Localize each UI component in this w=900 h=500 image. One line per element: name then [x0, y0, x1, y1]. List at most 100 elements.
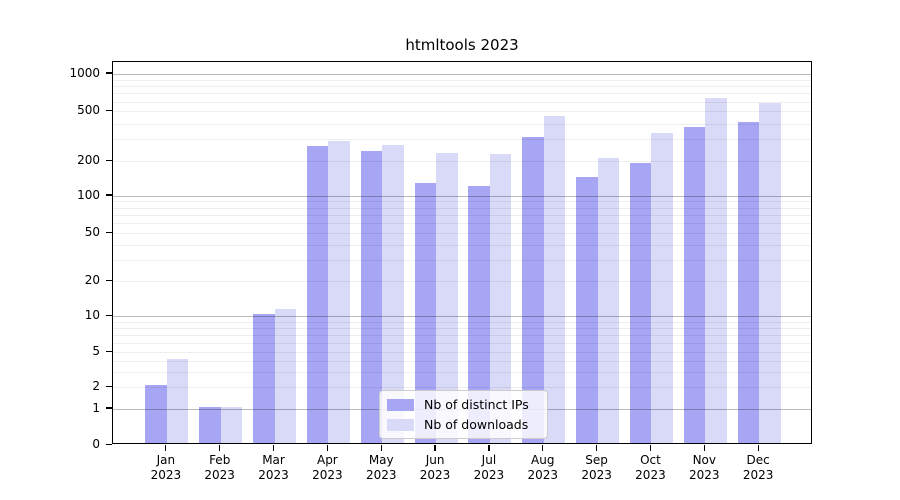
gridline-70	[113, 215, 811, 217]
x-tick-mark	[272, 445, 275, 451]
bar-distinct-ips-dec	[737, 122, 760, 443]
bar-downloads-nov	[705, 97, 727, 443]
y-tick-mark	[106, 314, 112, 316]
x-tick-mark	[488, 445, 490, 451]
gridline-20	[113, 281, 811, 283]
gridline-4	[113, 360, 811, 362]
grid-layer	[113, 62, 811, 443]
legend-row-distinct-ips: Nb of distinct IPs	[387, 397, 539, 412]
bar-distinct-ips-apr	[306, 146, 329, 443]
gridline-500	[113, 111, 811, 113]
gridline-10	[113, 316, 811, 317]
y-tick-mark	[106, 407, 112, 409]
bar-downloads-sep	[597, 158, 620, 443]
gridline-3	[113, 371, 811, 373]
bar-distinct-ips-oct	[629, 163, 652, 443]
y-tick-label-5: 5	[92, 344, 100, 359]
x-tick-label-jul: Jul 2023	[459, 453, 519, 483]
y-tick-mark	[106, 385, 112, 388]
x-tick-label-may: May 2023	[351, 453, 411, 483]
bar-downloads-may	[382, 145, 404, 443]
bar-downloads-dec	[759, 102, 781, 443]
x-tick-year: 2023	[150, 468, 182, 482]
x-tick-label-oct: Oct 2023	[620, 453, 680, 483]
x-tick-label-jan: Jan 2023	[136, 453, 196, 483]
gridline-80	[113, 207, 811, 209]
x-tick-mark	[219, 445, 221, 451]
plot-area: Nb of distinct IPs Nb of downloads	[112, 61, 812, 444]
x-tick-mark	[703, 445, 705, 451]
gridline-900	[113, 79, 811, 81]
gridline-100	[113, 195, 811, 197]
x-tick-mark	[757, 445, 759, 451]
legend-swatch-distinct-ips	[387, 398, 414, 411]
y-tick-mark	[106, 350, 112, 353]
x-tick-year: 2023	[365, 468, 397, 482]
x-tick-mark	[165, 445, 167, 451]
gridline-60	[113, 223, 811, 225]
gridline-7	[113, 334, 811, 336]
y-tick-label-50: 50	[84, 225, 100, 240]
bar-distinct-ips-mar	[253, 314, 275, 443]
chart-title: htmltools 2023	[405, 36, 519, 54]
x-tick-year: 2023	[473, 468, 505, 482]
y-tick-label-2: 2	[92, 379, 100, 394]
bar-distinct-ips-sep	[576, 177, 598, 443]
y-tick-label-1: 1	[92, 400, 100, 415]
y-tick-mark	[106, 159, 112, 162]
gridline-700	[113, 93, 811, 95]
bar-downloads-jan	[166, 358, 189, 443]
y-tick-mark	[106, 72, 112, 74]
bar-downloads-apr	[328, 141, 350, 443]
y-tick-label-20: 20	[84, 273, 100, 288]
legend-label-downloads: Nb of downloads	[424, 417, 529, 432]
bar-distinct-ips-jul	[468, 185, 490, 443]
legend: Nb of distinct IPs Nb of downloads	[379, 390, 548, 439]
bar-distinct-ips-jan	[145, 385, 167, 443]
y-tick-mark	[106, 231, 112, 234]
x-tick-mark	[434, 445, 436, 451]
y-tick-label-0: 0	[92, 437, 100, 451]
bar-downloads-jul	[489, 154, 512, 443]
y-tick-label-1000: 1000	[69, 65, 100, 80]
y-tick-label-100: 100	[77, 187, 100, 202]
y-tick-label-500: 500	[77, 103, 100, 118]
gridline-8	[113, 327, 811, 329]
x-tick-label-nov: Nov 2023	[674, 453, 734, 483]
y-tick-label-200: 200	[77, 153, 100, 168]
legend-label-distinct-ips: Nb of distinct IPs	[424, 397, 529, 412]
bar-distinct-ips-may	[360, 150, 383, 443]
x-tick-mark	[542, 445, 544, 451]
x-tick-year: 2023	[635, 468, 666, 482]
bar-downloads-mar	[274, 309, 297, 443]
bar-downloads-feb	[220, 407, 243, 443]
x-tick-year: 2023	[742, 468, 774, 482]
gridline-6	[113, 342, 811, 344]
y-tick-mark	[106, 279, 112, 281]
x-tick-year: 2023	[581, 468, 612, 482]
gridline-600	[113, 101, 811, 103]
x-tick-label-sep: Sep 2023	[567, 453, 627, 483]
bar-distinct-ips-feb	[199, 407, 221, 443]
gridline-300	[113, 139, 811, 141]
legend-swatch-downloads	[387, 418, 414, 431]
bar-distinct-ips-nov	[683, 127, 706, 443]
x-tick-label-apr: Apr 2023	[297, 453, 357, 483]
gridline-90	[113, 201, 811, 203]
gridline-40	[113, 245, 811, 247]
gridline-400	[113, 123, 811, 125]
x-tick-year: 2023	[527, 468, 559, 482]
x-tick-mark	[326, 445, 329, 451]
x-tick-mark	[380, 445, 382, 451]
y-tick-mark	[106, 194, 112, 196]
x-tick-year: 2023	[689, 468, 720, 482]
x-tick-year: 2023	[204, 468, 235, 482]
gridline-200	[113, 161, 811, 163]
y-tick-mark	[106, 109, 112, 112]
x-tick-mark	[649, 445, 652, 451]
gridline-30	[113, 260, 811, 262]
bar-downloads-jun	[436, 152, 458, 443]
gridline-9	[113, 321, 811, 323]
x-tick-label-jun: Jun 2023	[405, 453, 465, 483]
